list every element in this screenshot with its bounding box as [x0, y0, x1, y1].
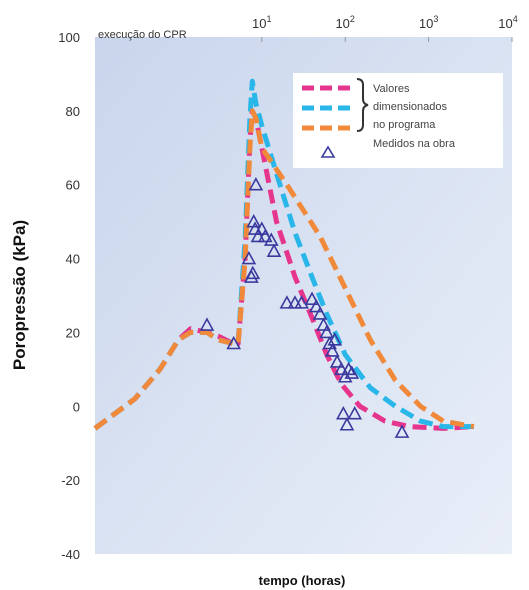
measured-point	[329, 354, 345, 368]
measured-point	[312, 306, 328, 320]
x-tick-label: 101	[252, 14, 271, 31]
measured-point	[324, 343, 340, 357]
measured-point	[226, 335, 242, 350]
measured-point	[337, 369, 353, 383]
x-axis-label: tempo (horas)	[259, 573, 346, 588]
measured-point	[344, 365, 360, 379]
x-tick-exponent: 1	[267, 14, 272, 24]
measured-point	[308, 298, 324, 313]
x-tick-exponent: 2	[350, 14, 355, 24]
x-tick-base: 10	[498, 16, 512, 31]
x-tick-label: 102	[335, 14, 354, 31]
measured-point	[394, 424, 410, 438]
y-tick-label: 40	[66, 252, 80, 267]
x-axis-top-ticks: 101 102 103 104	[252, 14, 518, 42]
x-tick-label: 104	[498, 14, 517, 31]
legend-label-measured: Medidos na obra	[373, 138, 456, 150]
x-tick-base: 10	[419, 16, 433, 31]
measured-point	[294, 295, 309, 309]
measured-point	[316, 317, 331, 331]
x-tick-label: 103	[419, 14, 438, 31]
measured-point	[266, 243, 282, 257]
cpr-annotation: execução do CPR	[98, 29, 187, 41]
series-line-2	[93, 108, 475, 431]
y-axis-ticks: -40 -20 0 20 40 60 80 100	[58, 30, 80, 562]
measured-point	[241, 250, 257, 265]
measured-point	[245, 265, 261, 280]
x-tick-base: 10	[335, 16, 349, 31]
x-tick-exponent: 4	[513, 14, 518, 24]
measured-point	[279, 295, 295, 309]
y-tick-label: 80	[66, 104, 80, 119]
y-tick-label: -40	[61, 547, 80, 562]
measured-point	[347, 406, 363, 420]
measured-point	[319, 324, 335, 339]
x-tick-base: 10	[252, 16, 266, 31]
series-lines	[93, 78, 475, 431]
measured-point	[248, 177, 264, 191]
measured-point	[335, 406, 351, 420]
y-tick-label: 60	[66, 178, 80, 193]
measured-points	[199, 177, 410, 438]
measured-point	[263, 232, 279, 246]
measured-point	[327, 332, 343, 346]
x-tick-exponent: 3	[433, 14, 438, 24]
legend-triangle-marker	[320, 145, 336, 158]
legend-label-line-3: no programa	[373, 119, 436, 131]
y-tick-label: 20	[66, 325, 80, 340]
measured-point	[199, 317, 215, 331]
y-tick-label: 100	[58, 30, 80, 45]
legend-label-line-1: Valores	[373, 83, 410, 95]
measured-point	[339, 417, 355, 431]
legend-brace	[356, 78, 369, 132]
measured-point	[257, 228, 273, 243]
legend: Valores dimensionados no programa Medido…	[293, 73, 503, 168]
legend-label-line-2: dimensionados	[373, 101, 447, 113]
y-tick-label: 0	[73, 399, 80, 414]
measured-point	[334, 361, 349, 376]
y-axis-label: Poropressão (kPa)	[10, 220, 29, 370]
measured-point	[250, 228, 266, 243]
measured-point	[304, 291, 320, 305]
measured-point	[254, 221, 270, 235]
y-tick-label: -20	[61, 473, 80, 488]
